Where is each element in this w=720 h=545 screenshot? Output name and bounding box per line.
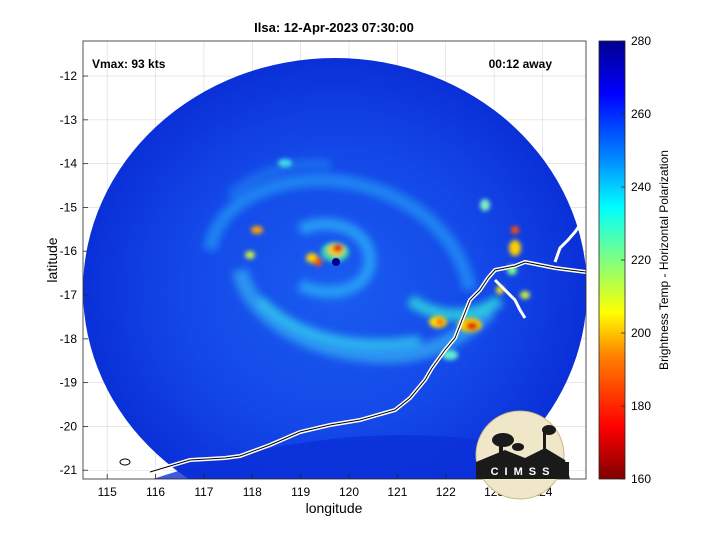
convective-cells (245, 159, 530, 360)
y-tick-label: -13 (60, 113, 78, 127)
colorbar-tick-label: 180 (631, 399, 651, 413)
colorbar-tick-label: 260 (631, 107, 651, 121)
swath-land-band (153, 435, 558, 479)
colorbar-tick-label: 220 (631, 253, 651, 267)
x-tick-label: 121 (387, 485, 407, 499)
y-tick-label: -20 (60, 419, 78, 433)
x-tick-label: 120 (339, 485, 359, 499)
x-tick-label: 122 (436, 485, 456, 499)
y-tick-label: -15 (60, 200, 78, 214)
y-axis: -12 -13 -14 -15 -16 -17 -18 -19 -20 -21 (60, 69, 88, 477)
y-tick-label: -16 (60, 244, 78, 258)
cimss-logo: CIMSS (475, 410, 570, 500)
vmax-annotation: Vmax: 93 kts (92, 57, 166, 71)
logo-text: CIMSS (491, 466, 556, 478)
x-tick-label: 115 (98, 485, 117, 499)
colorbar-tick-label: 200 (631, 326, 651, 340)
plot-frame (82, 40, 587, 480)
colorbar-ticks: 280 260 240 220 200 180 160 (621, 34, 651, 486)
colorbar-tick-label: 280 (631, 34, 651, 48)
colorbar-label: Brightness Temp - Horizontal Polarizatio… (657, 150, 671, 370)
coastline (119, 218, 586, 474)
x-axis-label: longitude (306, 500, 363, 516)
y-tick-label: -17 (60, 288, 78, 302)
x-tick-label: 118 (243, 485, 262, 499)
y-tick-label: -19 (60, 376, 78, 390)
y-tick-label: -14 (60, 157, 78, 171)
x-tick-label: 116 (146, 485, 165, 499)
rain-band-spiral (203, 158, 504, 364)
colorbar-tick-label: 160 (631, 472, 651, 486)
colorbar (598, 40, 626, 480)
y-axis-label: latitude (44, 237, 60, 282)
colorbar-tick-label: 240 (631, 180, 651, 194)
x-tick-label: 117 (194, 485, 213, 499)
time-offset-annotation: 00:12 away (489, 57, 553, 71)
swath-disk (83, 58, 586, 479)
y-tick-label: -12 (60, 69, 78, 83)
x-tick-label: 119 (291, 485, 310, 499)
brightness-temp-swath (83, 58, 586, 479)
y-tick-label: -21 (60, 463, 78, 477)
storm-eye (332, 258, 340, 266)
chart-title: Ilsa: 12-Apr-2023 07:30:00 (254, 20, 414, 35)
y-tick-label: -18 (60, 332, 78, 346)
